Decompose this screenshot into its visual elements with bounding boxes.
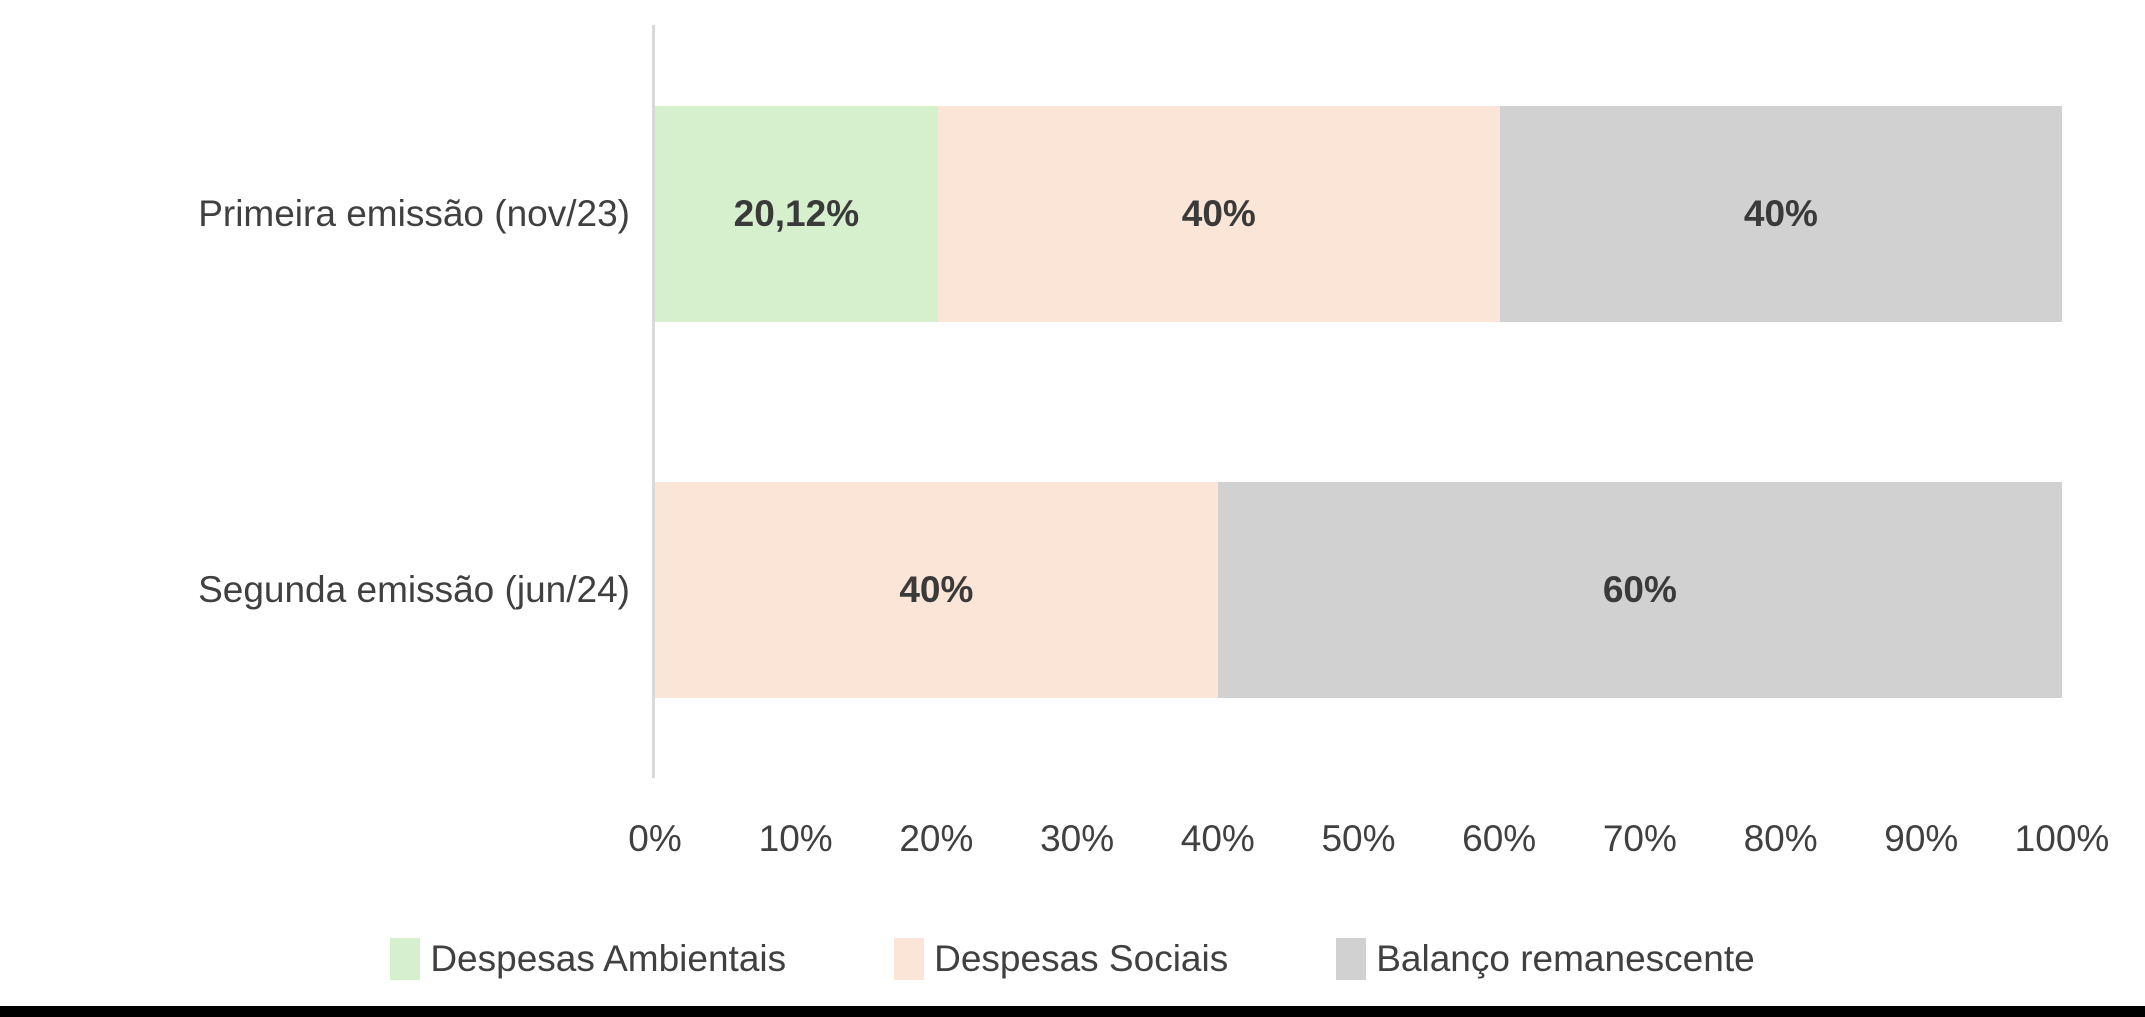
legend-item: Despesas Ambientais [390, 938, 786, 980]
data-label: 40% [1743, 193, 1818, 234]
category-label: Primeira emissão (nov/23) [198, 193, 630, 234]
x-tick-label: 10% [758, 818, 833, 859]
x-axis: 0% 10% 20% 30% 40% 50% 60% 70% 80% 90% 100% [0, 818, 2145, 866]
legend-item: Despesas Sociais [894, 938, 1228, 980]
data-label: 40% [1181, 193, 1256, 234]
y-axis-line [652, 25, 655, 778]
bar-segment: 40% [937, 106, 1500, 322]
bar-row: Segunda emissão (jun/24) 40% 60% [0, 482, 2145, 698]
x-tick-label: 70% [1602, 818, 1677, 859]
bar-segment: 60% [1217, 482, 2062, 698]
bottom-black-strip [0, 1006, 2145, 1017]
stacked-bar: 20,12% 40% 40% [655, 106, 2062, 322]
category-label: Segunda emissão (jun/24) [198, 569, 630, 610]
x-tick-label: 60% [1462, 818, 1537, 859]
x-tick-label: 80% [1743, 818, 1818, 859]
data-label: 20,12% [733, 193, 860, 234]
legend-swatch-icon [894, 938, 925, 980]
data-label: 60% [1602, 569, 1677, 610]
x-tick-label: 90% [1884, 818, 1959, 859]
legend-label: Despesas Sociais [934, 938, 1229, 979]
legend-label: Balanço remanescente [1376, 938, 1755, 979]
x-tick-label: 30% [1040, 818, 1115, 859]
x-tick-label: 0% [628, 818, 682, 859]
legend-item: Balanço remanescente [1336, 938, 1755, 980]
legend-swatch-icon [1336, 938, 1367, 980]
x-tick-label: 40% [1180, 818, 1255, 859]
legend-swatch-icon [390, 938, 421, 980]
bar-segment: 20,12% [655, 106, 938, 322]
bar-segment: 40% [1499, 106, 2062, 322]
x-tick-label: 20% [899, 818, 974, 859]
x-tick-label: 100% [2014, 818, 2110, 859]
legend: Despesas Ambientais Despesas Sociais Balan… [0, 928, 2145, 990]
legend-label: Despesas Ambientais [430, 938, 787, 979]
stacked-bar: 40% 60% [655, 482, 2062, 698]
bar-segment: 40% [655, 482, 1218, 698]
bar-row: Primeira emissão (nov/23) 20,12% 40% 40% [0, 106, 2145, 322]
data-label: 40% [899, 569, 974, 610]
x-tick-label: 50% [1321, 818, 1396, 859]
